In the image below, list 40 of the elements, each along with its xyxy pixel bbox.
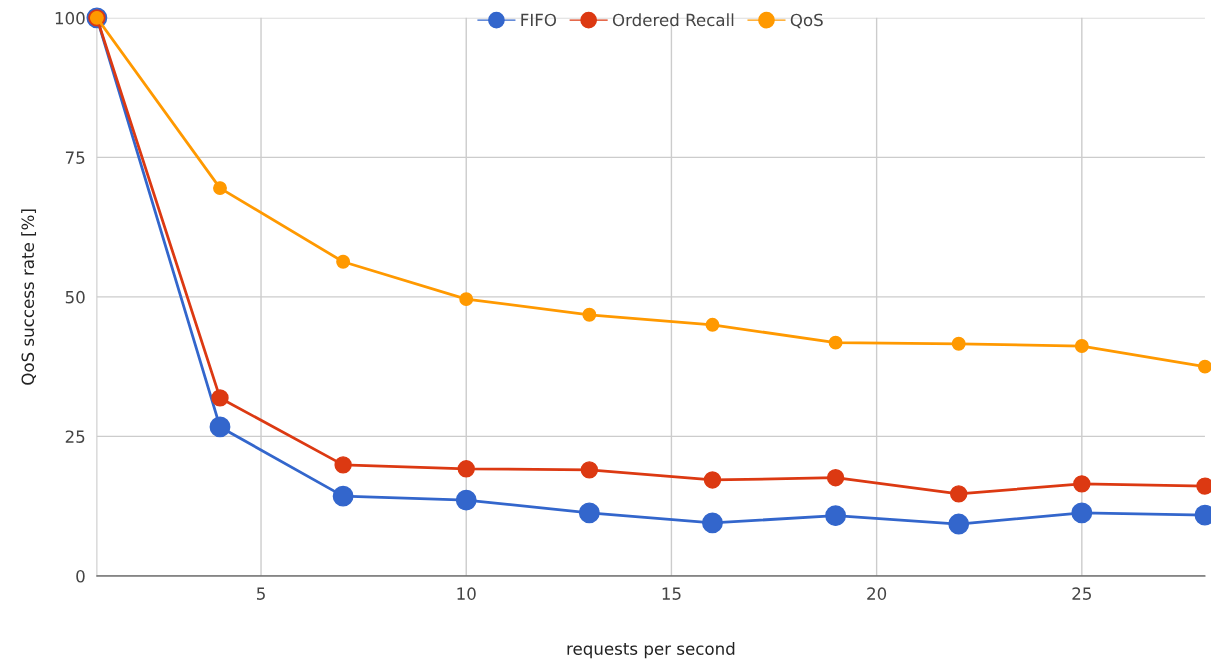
- point: [705, 317, 720, 332]
- point: [580, 461, 599, 479]
- point: [1197, 359, 1211, 374]
- x-tick-label: 10: [457, 587, 476, 600]
- point: [702, 512, 723, 534]
- point: [948, 513, 970, 535]
- point: [825, 505, 847, 527]
- x-tick-label: 5: [257, 587, 265, 600]
- x-tick-label: 15: [662, 587, 681, 600]
- legend-label: QoS: [790, 13, 823, 29]
- y-tick-label: 100: [55, 11, 85, 25]
- point: [1071, 502, 1093, 524]
- point: [332, 485, 354, 507]
- point: [826, 469, 845, 487]
- x-tick-label: 20: [867, 587, 887, 600]
- point: [459, 292, 474, 307]
- point: [455, 489, 477, 511]
- x-tick-label: 25: [1072, 587, 1091, 600]
- y-axis-title: QoS success rate [%]: [21, 209, 37, 385]
- point: [209, 416, 231, 438]
- point: [457, 460, 475, 478]
- y-tick-label: 0: [76, 569, 85, 583]
- legend-label: FIFO: [521, 13, 557, 27]
- point: [828, 335, 843, 350]
- point: [1074, 339, 1089, 353]
- legend-label: Ordered Recall: [612, 13, 734, 27]
- y-tick-label: 25: [65, 430, 85, 443]
- point: [211, 389, 229, 407]
- point: [1073, 475, 1091, 493]
- x-axis-title: requests per second: [567, 642, 735, 659]
- point: [703, 471, 722, 489]
- y-tick-label: 75: [65, 151, 85, 164]
- point: [334, 456, 352, 474]
- point: [336, 254, 351, 269]
- point: [582, 307, 597, 322]
- point: [213, 181, 227, 196]
- y-tick-label: 50: [65, 290, 85, 304]
- point: [950, 485, 968, 503]
- point: [951, 336, 966, 351]
- point: [578, 502, 600, 524]
